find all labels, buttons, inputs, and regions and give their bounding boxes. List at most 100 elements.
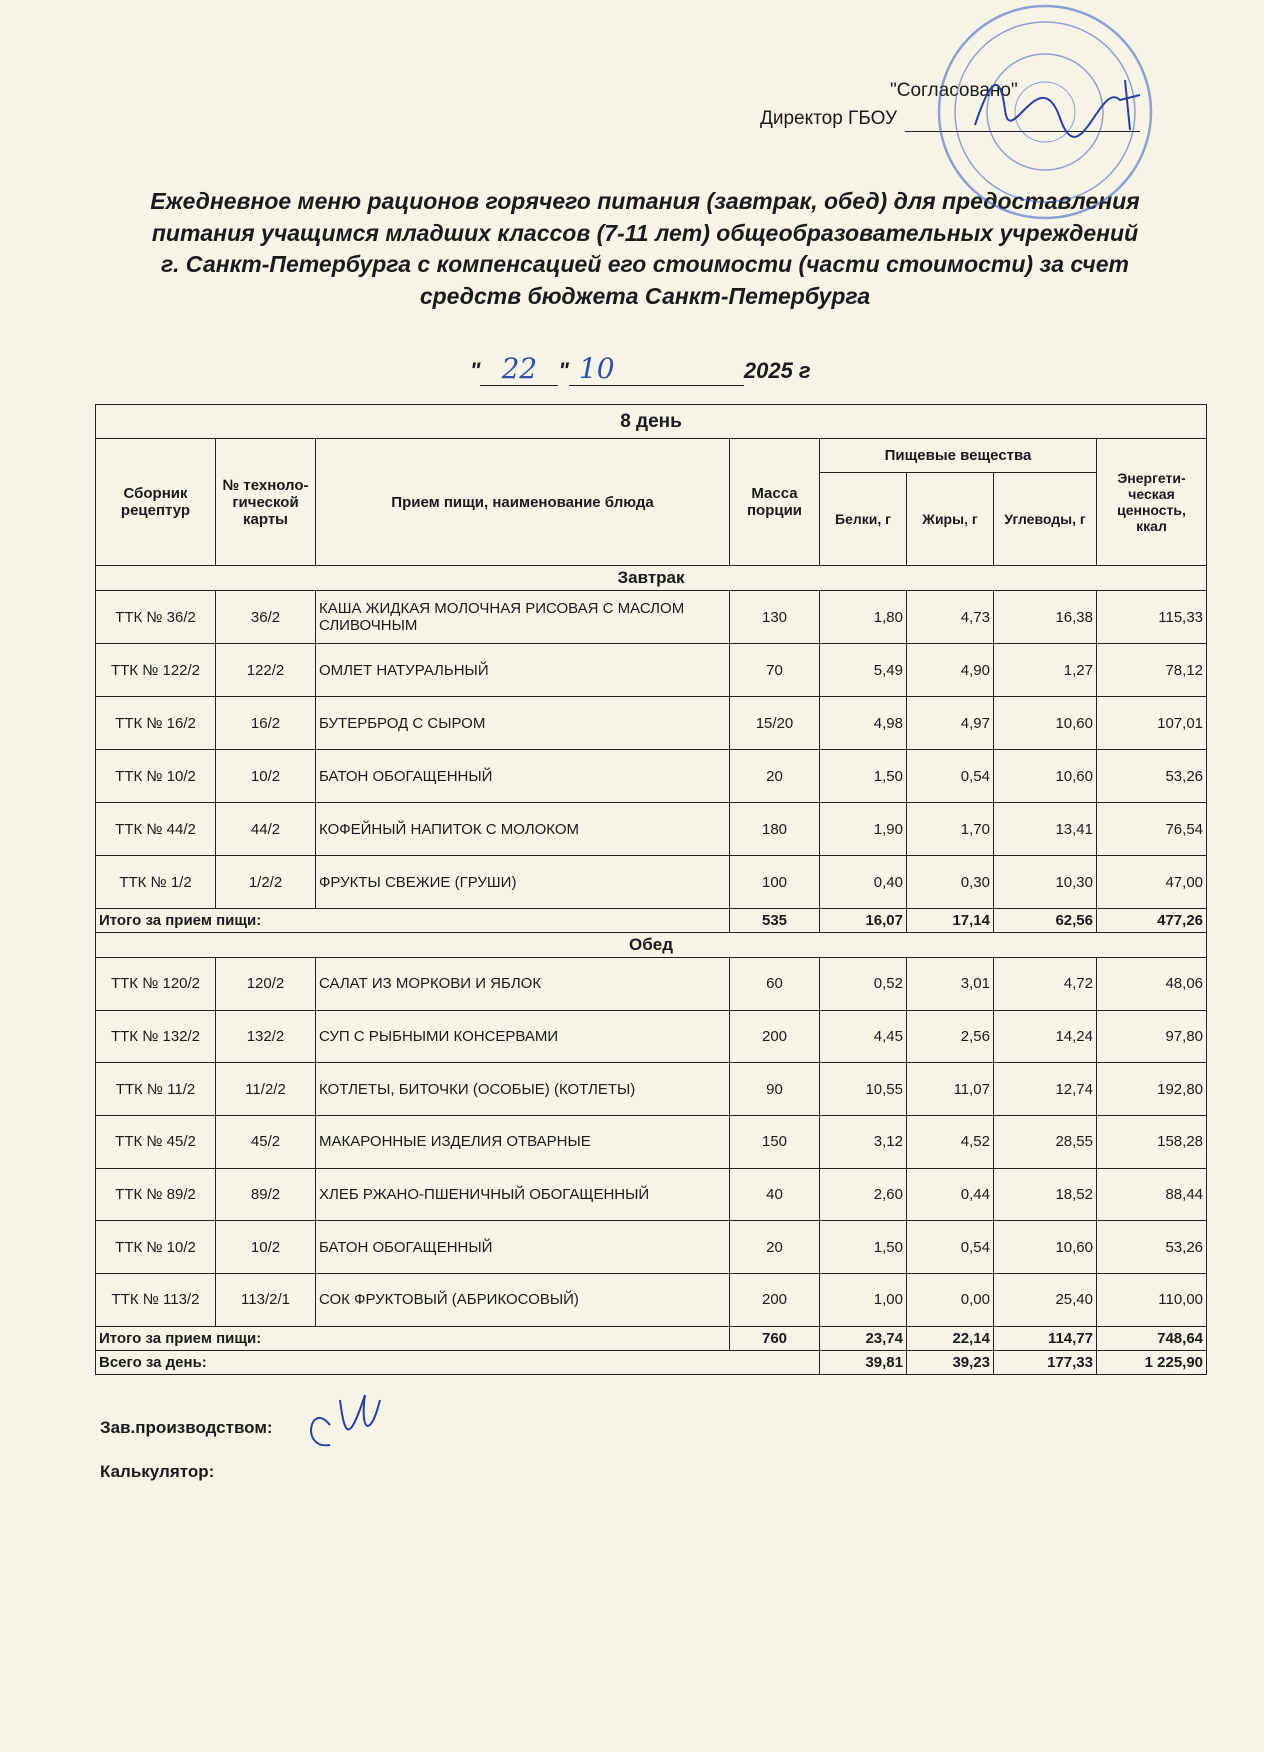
dish-cell: 11/2/2 xyxy=(215,1062,316,1117)
header-cell: Жиры, г xyxy=(906,472,994,566)
dish-cell: БУТЕРБРОД С СЫРОМ xyxy=(315,696,730,750)
total-value: 535 xyxy=(729,908,820,933)
total-row: Итого за прием пищи: 760 23,74 22,14 114,77 7… xyxy=(95,1325,1208,1351)
grand-total-row: Всего за день: 39,81 39,23 177,33 1 225,90 xyxy=(95,1349,1208,1375)
dish-cell: 10,55 xyxy=(819,1062,907,1117)
dish-cell: 200 xyxy=(729,1009,820,1064)
header-cell: Белки, г xyxy=(819,472,907,566)
dish-cell: 122/2 xyxy=(215,643,316,697)
menu-table: 8 день Сборник рецептур № техноло-гическ… xyxy=(94,404,1208,1375)
dish-cell: 10/2 xyxy=(215,749,316,803)
dish-cell: 36/2 xyxy=(215,590,316,644)
grand-total-value: 1 225,90 xyxy=(1095,1349,1208,1375)
header-cell: Сборник рецептур xyxy=(95,438,216,566)
production-signature xyxy=(310,1394,381,1447)
total-label: Итого за прием пищи: xyxy=(95,1325,730,1351)
dish-cell: 16/2 xyxy=(215,696,316,750)
dish-cell: 107,01 xyxy=(1095,696,1208,750)
dish-cell: 1,27 xyxy=(993,643,1097,697)
dish-row: ТТК № 44/2 44/2 КОФЕЙНЫЙ НАПИТОК С МОЛОКОМ… xyxy=(95,802,1208,856)
dish-cell: ТТК № 132/2 xyxy=(95,1009,216,1064)
dish-row: ТТК № 1/2 1/2/2 ФРУКТЫ СВЕЖИЕ (ГРУШИ) 100 0,… xyxy=(95,855,1208,909)
total-value: 23,74 xyxy=(819,1325,907,1351)
dish-cell: 132/2 xyxy=(215,1009,316,1064)
date-year: 2025 г xyxy=(743,358,811,383)
title-line: г. Санкт-Петербурга с компенсацией его с… xyxy=(161,251,1129,277)
dish-cell: 120/2 xyxy=(215,957,316,1011)
dish-cell: ОМЛЕТ НАТУРАЛЬНЫЙ xyxy=(315,643,730,697)
dish-cell: 3,01 xyxy=(906,957,994,1011)
dish-cell: СОК ФРУКТОВЫЙ (АБРИКОСОВЫЙ) xyxy=(315,1273,730,1327)
dish-cell: 12,74 xyxy=(993,1062,1097,1117)
dish-cell: 11,07 xyxy=(906,1062,994,1117)
dish-cell: КОФЕЙНЫЙ НАПИТОК С МОЛОКОМ xyxy=(315,802,730,856)
dish-cell: 0,54 xyxy=(906,749,994,803)
dish-cell: 10,60 xyxy=(993,696,1097,750)
dish-cell: БАТОН ОБОГАЩЕННЫЙ xyxy=(315,1220,730,1275)
dish-cell: КАША ЖИДКАЯ МОЛОЧНАЯ РИСОВАЯ С МАСЛОМ СЛ… xyxy=(315,590,730,644)
dish-cell: 150 xyxy=(729,1115,820,1169)
dish-cell: 192,80 xyxy=(1095,1062,1208,1117)
section-row: Завтрак xyxy=(94,565,1208,591)
dish-cell: ТТК № 36/2 xyxy=(95,590,216,644)
dish-cell: 158,28 xyxy=(1095,1115,1208,1169)
dish-cell: ТТК № 120/2 xyxy=(95,957,216,1011)
dish-cell: 2,60 xyxy=(819,1167,907,1222)
dish-cell: ТТК № 44/2 xyxy=(95,802,216,856)
dish-row: ТТК № 120/2 120/2 САЛАТ ИЗ МОРКОВИ И ЯБЛОК… xyxy=(95,957,1208,1011)
dish-cell: 4,97 xyxy=(906,696,994,750)
header-cell: Прием пищи, наименование блюда xyxy=(315,438,730,566)
dish-cell: 40 xyxy=(729,1167,820,1222)
dish-cell: КОТЛЕТЫ, БИТОЧКИ (ОСОБЫЕ) (КОТЛЕТЫ) xyxy=(315,1062,730,1117)
dish-cell: 110,00 xyxy=(1095,1273,1208,1327)
date-quote: " xyxy=(558,358,569,383)
dish-cell: 70 xyxy=(729,643,820,697)
dish-cell: 2,56 xyxy=(906,1009,994,1064)
grand-total-label: Всего за день: xyxy=(95,1349,820,1375)
date-day: 22 xyxy=(480,352,559,386)
dish-cell: ТТК № 122/2 xyxy=(95,643,216,697)
total-row: Итого за прием пищи: 535 16,07 17,14 62,56 47… xyxy=(95,908,1208,933)
header-cell: Углеводы, г xyxy=(993,472,1097,566)
header-cell: Масса порции xyxy=(729,438,820,566)
dish-cell: 20 xyxy=(729,749,820,803)
dish-cell: 130 xyxy=(729,590,820,644)
dish-cell: 4,45 xyxy=(819,1009,907,1064)
dish-cell: ТТК № 1/2 xyxy=(95,855,216,909)
dish-row: ТТК № 132/2 132/2 СУП С РЫБНЫМИ КОНСЕРВАМИ… xyxy=(95,1009,1208,1064)
section-name: Обед xyxy=(94,932,1208,958)
dish-cell: 180 xyxy=(729,802,820,856)
dish-cell: 88,44 xyxy=(1095,1167,1208,1222)
total-value: 17,14 xyxy=(906,908,994,933)
dish-cell: 4,90 xyxy=(906,643,994,697)
grand-total-value: 39,23 xyxy=(906,1349,994,1375)
dish-cell: САЛАТ ИЗ МОРКОВИ И ЯБЛОК xyxy=(315,957,730,1011)
dish-cell: ХЛЕБ РЖАНО-ПШЕНИЧНЫЙ ОБОГАЩЕННЫЙ xyxy=(315,1167,730,1222)
title-line: питания учащимся младших классов (7-11 л… xyxy=(151,219,1139,246)
dish-row: ТТК № 89/2 89/2 ХЛЕБ РЖАНО-ПШЕНИЧНЫЙ ОБОГА… xyxy=(95,1167,1208,1222)
dish-cell: 53,26 xyxy=(1095,1220,1208,1275)
dish-cell: 4,72 xyxy=(993,957,1097,1011)
dish-row: ТТК № 122/2 122/2 ОМЛЕТ НАТУРАЛЬНЫЙ 70 5,49 4… xyxy=(95,643,1208,697)
dish-cell: 76,54 xyxy=(1095,802,1208,856)
dish-cell: 1,50 xyxy=(819,749,907,803)
dish-row: ТТК № 11/2 11/2/2 КОТЛЕТЫ, БИТОЧКИ (ОСОБЫЕ… xyxy=(95,1062,1208,1117)
title-line: средств бюджета Санкт-Петербурга xyxy=(419,282,871,309)
dish-cell: 90 xyxy=(729,1062,820,1117)
dish-cell: ТТК № 89/2 xyxy=(95,1167,216,1222)
total-value: 62,56 xyxy=(993,908,1097,933)
dish-cell: ТТК № 10/2 xyxy=(95,749,216,803)
dish-cell: 48,06 xyxy=(1095,957,1208,1011)
dish-cell: 0,30 xyxy=(906,855,994,909)
dish-row: ТТК № 45/2 45/2 МАКАРОННЫЕ ИЗДЕЛИЯ ОТВАРНЫ… xyxy=(95,1115,1208,1169)
dish-cell: 0,40 xyxy=(819,855,907,909)
dish-cell: 28,55 xyxy=(993,1115,1097,1169)
grand-total-value: 177,33 xyxy=(993,1349,1097,1375)
day-label: 8 день xyxy=(94,404,1208,439)
dish-cell: 1,90 xyxy=(819,802,907,856)
dish-cell: 44/2 xyxy=(215,802,316,856)
dish-cell: 60 xyxy=(729,957,820,1011)
signature-line xyxy=(905,131,1140,132)
dish-cell: 0,44 xyxy=(906,1167,994,1222)
